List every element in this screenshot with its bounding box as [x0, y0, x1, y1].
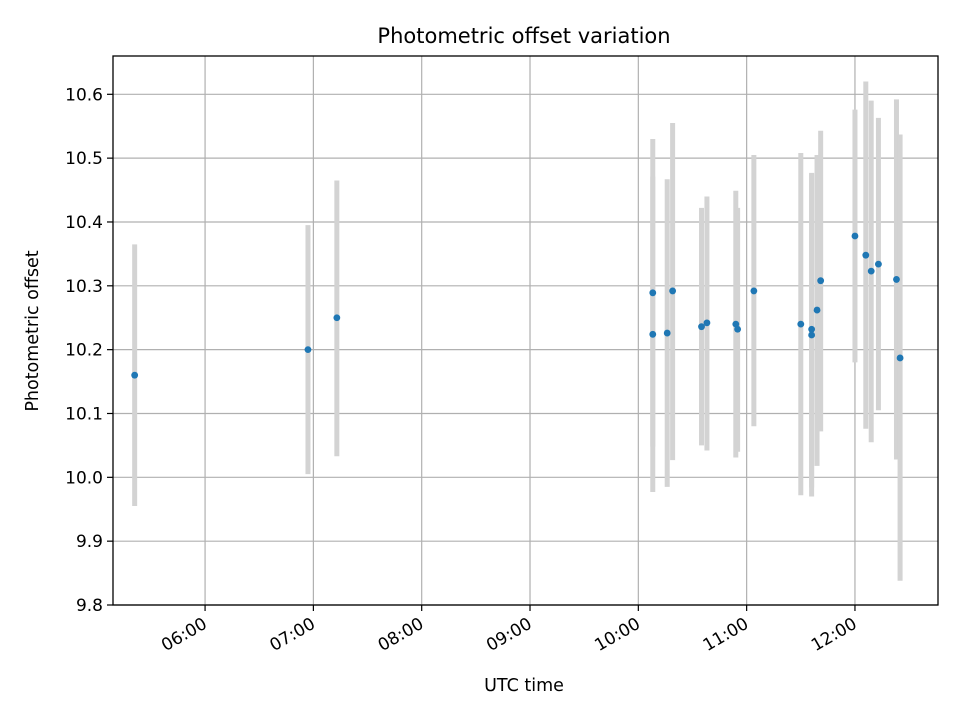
data-point — [896, 354, 904, 362]
data-point — [649, 289, 657, 297]
axes-frame — [112, 55, 939, 606]
data-point — [732, 320, 740, 328]
data-point — [851, 232, 859, 240]
y-tick-label: 10.0 — [65, 468, 103, 488]
y-tick-label: 9.9 — [76, 532, 103, 552]
y-tick-label: 10.3 — [65, 277, 103, 297]
x-tick-label: 11:00 — [700, 614, 752, 656]
x-tick-label: 12:00 — [808, 614, 860, 656]
data-point — [649, 330, 657, 338]
y-tick-label: 10.5 — [65, 149, 103, 169]
data-point — [703, 319, 711, 327]
x-tick-label: 10:00 — [591, 614, 643, 656]
data-point — [813, 306, 821, 314]
data-point — [808, 325, 816, 333]
x-tick-label: 08:00 — [375, 614, 427, 656]
data-point — [797, 320, 805, 328]
x-tick-label: 09:00 — [483, 614, 535, 656]
data-point — [893, 276, 900, 283]
data-point — [867, 267, 875, 275]
data-point — [734, 325, 742, 333]
y-tick-label: 9.8 — [76, 596, 103, 616]
chart-title: Photometric offset variation — [377, 24, 670, 48]
data-point — [304, 346, 312, 354]
x-tick-label: 07:00 — [266, 614, 318, 656]
data-point — [663, 329, 671, 337]
x-axis-label: UTC time — [484, 676, 564, 696]
y-tick-label: 10.4 — [65, 213, 103, 233]
x-tick-label: 06:00 — [158, 614, 210, 656]
data-point — [750, 287, 758, 295]
data-point — [333, 314, 341, 322]
data-point — [808, 331, 816, 339]
y-axis-label: Photometric offset — [23, 250, 43, 411]
data-point — [862, 251, 870, 259]
plot-area: 06:00 07:00 08:00 09:00 10:00 11:00 12:00 9.8 9.… — [65, 55, 939, 656]
y-tick-label: 10.2 — [65, 341, 103, 361]
y-tick-label: 10.1 — [65, 404, 103, 424]
data-point — [698, 323, 705, 331]
data-point — [669, 287, 677, 295]
y-tick-label: 10.6 — [65, 85, 103, 105]
data-point — [875, 260, 882, 268]
data-point — [131, 371, 139, 379]
data-point — [817, 277, 825, 285]
